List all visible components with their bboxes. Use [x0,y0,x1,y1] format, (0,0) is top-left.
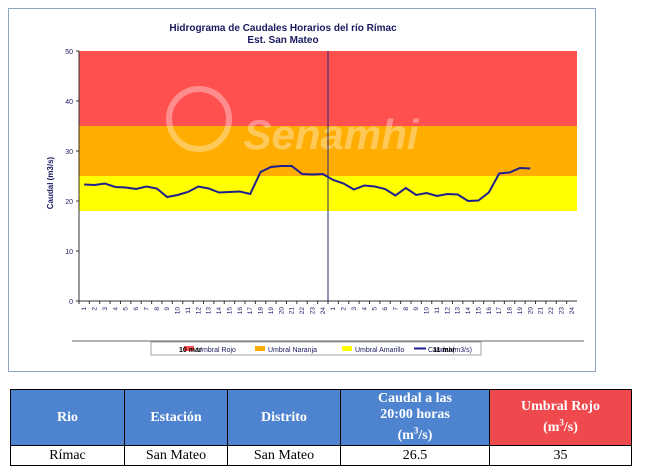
x-tick-label-45: 22 [548,307,555,315]
chart-subtitle: Est. San Mateo [247,35,318,46]
x-tick-label-14: 15 [226,307,233,315]
x-tick-label-23: 24 [320,307,327,315]
header-caudal: Caudal a las 20:00 horas (m3/s) [340,389,490,446]
table-row: Rímac San Mateo San Mateo 26.5 35 [10,445,632,466]
y-tick-label-4: 40 [65,99,73,106]
series-line-0 [84,165,531,203]
x-tick-label-28: 5 [372,307,379,311]
x-tick-label-17: 18 [258,307,265,315]
x-tick-label-21: 22 [299,307,306,315]
x-tick-label-41: 18 [507,307,514,315]
x-tick-label-6: 7 [143,307,150,311]
cell-distrito: San Mateo [227,445,341,466]
x-tick-label-32: 9 [413,307,420,311]
chart-frame: Hidrograma de Caudales Horarios del río … [8,8,596,372]
header-rio: Rio [10,389,125,446]
x-tick-label-30: 7 [392,307,399,311]
x-tick-label-37: 14 [465,307,472,315]
x-tick-label-36: 13 [455,307,462,315]
legend-box [150,341,482,356]
legend-swatch-0 [184,346,194,351]
x-tick-label-47: 24 [569,307,576,315]
x-tick-label-20: 21 [289,307,296,315]
x-tick-label-11: 12 [195,307,202,315]
legend-label-0: Umbral Rojo [197,347,236,354]
chart-title: Hidrograma de Caudales Horarios del río … [169,23,397,34]
x-tick-label-0: 1 [81,307,88,311]
y-axis-label: Caudal (m3/s) [46,156,55,209]
x-tick-label-25: 2 [341,307,348,311]
x-tick-label-40: 17 [496,307,503,315]
header-estacion: Estación [124,389,228,446]
day-label-1: 11 mar [433,347,455,354]
table-header-row: Rio Estación Distrito Caudal a las 20:00… [10,389,632,446]
x-tick-label-43: 20 [527,307,534,315]
x-tick-label-26: 3 [351,307,358,311]
header-caudal-line2: 20:00 horas [380,406,450,422]
cell-umbral: 35 [489,445,632,466]
cell-rio: Rímac [10,445,125,466]
y-tick-label-1: 10 [65,249,73,256]
y-tick-label-0: 0 [69,299,73,306]
x-tick-label-22: 23 [309,307,316,315]
x-tick-label-18: 19 [268,307,275,315]
x-tick-label-39: 16 [486,307,493,315]
legend-label-3: Caudal (m3/s) [428,347,472,354]
x-tick-label-31: 8 [403,307,410,311]
x-tick-label-15: 16 [237,307,244,315]
header-umbral-unit: (m3/s) [543,417,578,436]
x-tick-label-38: 15 [475,307,482,315]
x-tick-label-16: 17 [247,307,254,315]
hydrograph-chart: Hidrograma de Caudales Horarios del río … [46,23,584,356]
header-distrito: Distrito [227,389,341,446]
x-tick-label-44: 21 [538,307,545,315]
x-tick-label-5: 6 [133,307,140,311]
x-tick-label-35: 12 [444,307,451,315]
header-caudal-line1: Caudal a las [378,390,452,406]
x-tick-label-9: 10 [175,307,182,315]
y-tick-label-3: 30 [65,149,73,156]
header-caudal-unit: (m3/s) [397,425,433,444]
legend-label-2: Umbral Amarillo [355,347,405,354]
x-tick-label-27: 4 [361,307,368,311]
x-tick-label-2: 3 [102,307,109,311]
legend-swatch-1 [255,346,265,351]
header-umbral-rojo: Umbral Rojo (m3/s) [489,389,632,446]
x-tick-label-12: 13 [206,307,213,315]
x-tick-label-1: 2 [92,307,99,311]
x-tick-label-42: 19 [517,307,524,315]
x-tick-label-8: 9 [164,307,171,311]
x-tick-label-34: 11 [434,307,441,314]
legend-label-1: Umbral Naranja [268,347,317,354]
x-tick-label-46: 23 [558,307,565,315]
x-tick-label-4: 5 [123,307,130,311]
station-table: Rio Estación Distrito Caudal a las 20:00… [10,389,632,466]
day-label-0: 10 mar [179,347,202,354]
x-tick-label-13: 14 [216,307,223,315]
cell-caudal: 26.5 [340,445,490,466]
cell-estacion: San Mateo [124,445,228,466]
x-tick-label-33: 10 [424,307,431,315]
watermark-text: Senamhi [243,111,419,158]
header-umbral-line1: Umbral Rojo [521,398,600,414]
x-tick-label-10: 11 [185,307,192,314]
y-tick-label-2: 20 [65,199,73,206]
watermark-sun-icon [166,86,232,152]
x-tick-label-3: 4 [112,307,119,311]
y-tick-label-5: 50 [65,49,73,56]
legend-swatch-2 [342,346,352,351]
x-tick-label-7: 8 [154,307,161,311]
x-tick-label-29: 6 [382,307,389,311]
x-tick-label-24: 1 [330,307,337,311]
x-tick-label-19: 20 [278,307,285,315]
